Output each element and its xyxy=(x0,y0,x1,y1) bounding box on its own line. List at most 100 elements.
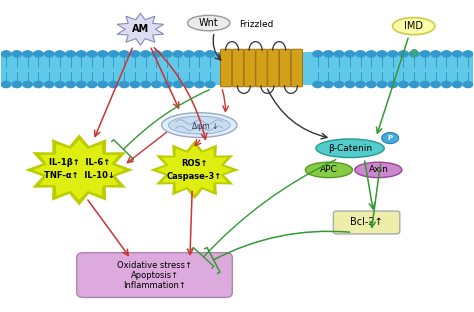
Circle shape xyxy=(334,81,344,88)
Circle shape xyxy=(205,81,215,88)
Circle shape xyxy=(313,81,322,88)
Text: ROS↑: ROS↑ xyxy=(182,158,208,168)
FancyBboxPatch shape xyxy=(77,253,232,297)
Polygon shape xyxy=(117,13,164,45)
Circle shape xyxy=(410,81,419,88)
Polygon shape xyxy=(25,134,133,206)
Circle shape xyxy=(431,81,440,88)
Circle shape xyxy=(184,81,193,88)
Circle shape xyxy=(163,51,172,57)
Circle shape xyxy=(195,81,204,88)
Circle shape xyxy=(173,81,182,88)
Circle shape xyxy=(66,81,75,88)
Circle shape xyxy=(163,81,172,88)
Ellipse shape xyxy=(162,113,237,138)
Ellipse shape xyxy=(316,139,384,158)
Polygon shape xyxy=(150,140,239,199)
Circle shape xyxy=(152,81,161,88)
Circle shape xyxy=(23,51,32,57)
Circle shape xyxy=(366,81,376,88)
Circle shape xyxy=(334,51,344,57)
Circle shape xyxy=(130,51,140,57)
FancyBboxPatch shape xyxy=(244,49,255,87)
Circle shape xyxy=(442,51,451,57)
Circle shape xyxy=(109,51,118,57)
Ellipse shape xyxy=(168,116,230,134)
Circle shape xyxy=(442,81,451,88)
Circle shape xyxy=(388,51,397,57)
Circle shape xyxy=(1,81,11,88)
Text: AM: AM xyxy=(132,24,149,34)
Circle shape xyxy=(453,81,462,88)
FancyBboxPatch shape xyxy=(1,66,473,85)
Circle shape xyxy=(55,81,64,88)
Circle shape xyxy=(313,51,322,57)
Circle shape xyxy=(463,81,473,88)
Text: Δψm ↓: Δψm ↓ xyxy=(192,122,218,131)
Circle shape xyxy=(324,51,333,57)
Circle shape xyxy=(66,51,75,57)
FancyBboxPatch shape xyxy=(232,49,244,87)
Text: β-Catenin: β-Catenin xyxy=(328,144,372,153)
FancyBboxPatch shape xyxy=(291,49,302,87)
Circle shape xyxy=(420,81,429,88)
Text: Apoptosis↑: Apoptosis↑ xyxy=(130,271,179,280)
Circle shape xyxy=(356,51,365,57)
Ellipse shape xyxy=(392,17,435,35)
Circle shape xyxy=(141,51,150,57)
Circle shape xyxy=(119,81,129,88)
Ellipse shape xyxy=(355,162,402,178)
Circle shape xyxy=(109,81,118,88)
Circle shape xyxy=(55,51,64,57)
Text: IL-1β↑  IL-6↑: IL-1β↑ IL-6↑ xyxy=(48,158,110,167)
Text: Frizzled: Frizzled xyxy=(239,20,273,29)
Circle shape xyxy=(345,51,355,57)
Circle shape xyxy=(152,51,161,57)
Text: Oxidative stress↑: Oxidative stress↑ xyxy=(117,261,192,270)
Circle shape xyxy=(12,81,21,88)
Text: Wnt: Wnt xyxy=(199,18,219,28)
Ellipse shape xyxy=(188,15,230,31)
Circle shape xyxy=(377,51,387,57)
Circle shape xyxy=(87,51,97,57)
Circle shape xyxy=(324,81,333,88)
Circle shape xyxy=(130,81,140,88)
Circle shape xyxy=(377,81,387,88)
Text: APC: APC xyxy=(320,165,338,174)
FancyBboxPatch shape xyxy=(256,49,267,87)
Polygon shape xyxy=(157,145,232,195)
Circle shape xyxy=(205,51,215,57)
Circle shape xyxy=(420,51,429,57)
FancyBboxPatch shape xyxy=(220,49,232,87)
FancyBboxPatch shape xyxy=(333,211,400,234)
Circle shape xyxy=(463,51,473,57)
Text: IMD: IMD xyxy=(404,21,423,31)
Circle shape xyxy=(195,51,204,57)
Circle shape xyxy=(141,81,150,88)
Circle shape xyxy=(399,81,408,88)
Circle shape xyxy=(345,81,355,88)
Circle shape xyxy=(119,51,129,57)
Circle shape xyxy=(77,51,86,57)
Circle shape xyxy=(45,81,54,88)
Circle shape xyxy=(431,51,440,57)
Circle shape xyxy=(45,51,54,57)
Circle shape xyxy=(87,81,97,88)
FancyBboxPatch shape xyxy=(268,49,279,87)
Circle shape xyxy=(34,51,43,57)
FancyBboxPatch shape xyxy=(1,52,473,69)
Circle shape xyxy=(23,81,32,88)
Circle shape xyxy=(366,51,376,57)
Text: ⊕: ⊕ xyxy=(409,47,419,61)
Circle shape xyxy=(388,81,397,88)
Circle shape xyxy=(399,51,408,57)
Circle shape xyxy=(34,81,43,88)
Text: Inflammation↑: Inflammation↑ xyxy=(123,281,186,290)
Circle shape xyxy=(356,81,365,88)
Ellipse shape xyxy=(305,162,353,178)
Polygon shape xyxy=(34,140,125,200)
Text: P: P xyxy=(388,135,393,141)
Circle shape xyxy=(12,51,21,57)
Circle shape xyxy=(173,51,182,57)
Circle shape xyxy=(184,51,193,57)
